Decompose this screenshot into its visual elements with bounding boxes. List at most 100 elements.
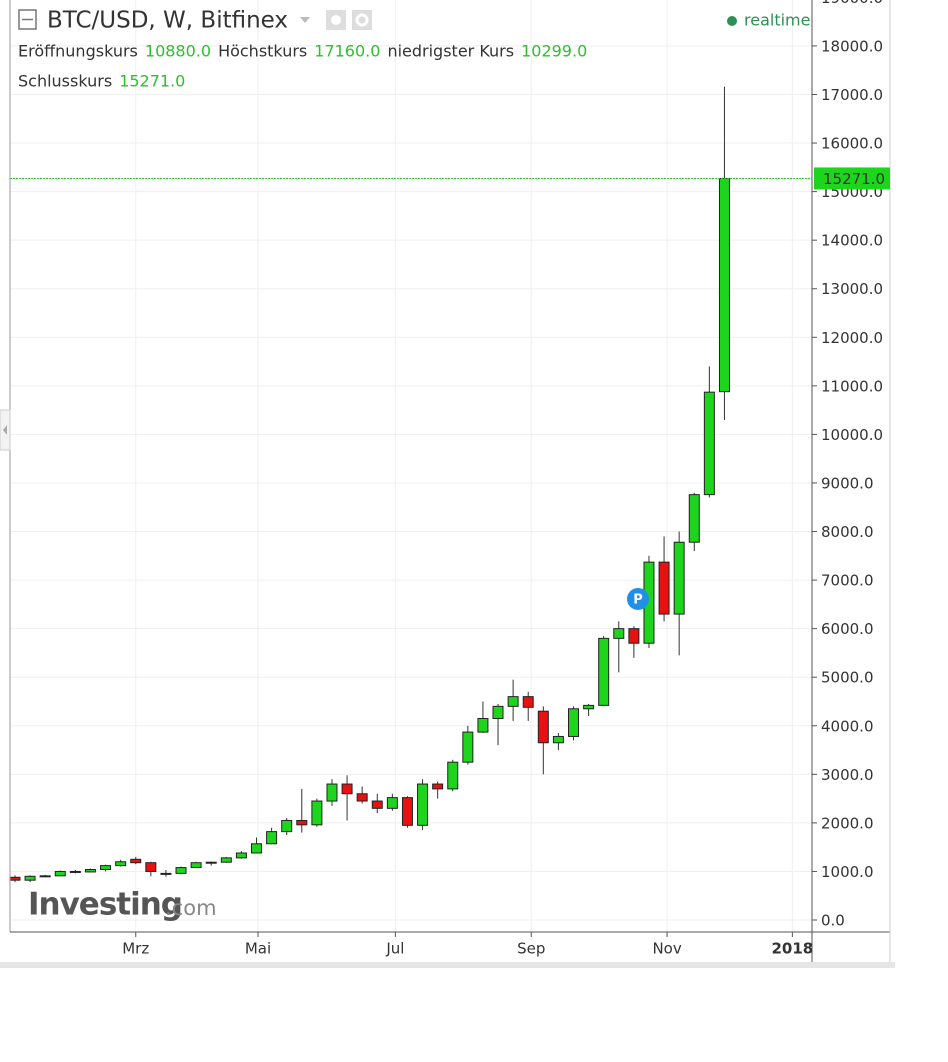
eye-icon-pupil	[331, 15, 341, 25]
y-tick-label: 11000.0	[821, 377, 883, 395]
candle-body	[54, 870, 66, 877]
event-marker[interactable]	[627, 588, 649, 610]
candle-body	[175, 867, 187, 874]
candle-body	[235, 852, 247, 859]
candle-body	[190, 862, 202, 869]
y-tick-label: 0.0	[821, 912, 845, 930]
candle-body	[371, 800, 383, 809]
candle-body	[432, 783, 444, 790]
candle-body	[522, 696, 534, 708]
y-tick-label: 2000.0	[821, 814, 874, 832]
candle-body	[417, 783, 429, 826]
candle-body	[115, 861, 127, 867]
y-tick-label: 13000.0	[821, 280, 883, 298]
watermark-brand: Investing	[28, 887, 182, 923]
info-name: Höchstkurs	[218, 42, 307, 61]
y-tick-label: 12000.0	[821, 329, 883, 347]
dropdown-arrow[interactable]	[300, 17, 310, 23]
y-tick-label: 5000.0	[821, 669, 874, 687]
y-tick-label: 8000.0	[821, 523, 874, 541]
candle-body	[492, 705, 504, 719]
candle-body	[220, 857, 232, 863]
ohlc-info: Eröffnungskurs 10880.0 Höchstkurs 17160.0 ni…	[18, 42, 587, 91]
candle-body	[356, 793, 368, 802]
x-tick-label: Mai	[245, 940, 271, 958]
status-dot	[727, 16, 737, 26]
settings-icon-gear	[355, 13, 369, 27]
chart-frame	[0, 0, 895, 968]
candle-body	[537, 710, 549, 744]
candle-body	[401, 797, 413, 826]
info-name: niedrigster Kurs	[387, 42, 514, 61]
status-text: realtime	[744, 11, 810, 30]
candle-body	[145, 862, 157, 872]
candle-body	[326, 783, 338, 802]
side-arrow	[3, 425, 7, 435]
candle-body	[39, 875, 51, 878]
y-tick-label: 17000.0	[821, 86, 883, 104]
candle-body	[507, 696, 519, 707]
x-tick-label: Jul	[385, 940, 404, 958]
candle-body	[100, 865, 112, 871]
info-value: 10299.0	[521, 42, 587, 61]
y-tick-label: 4000.0	[821, 717, 874, 735]
bottom-strip	[0, 962, 895, 968]
candle-body	[160, 872, 172, 875]
candles	[9, 86, 730, 883]
candle-body	[673, 541, 685, 615]
candle-body	[628, 628, 640, 644]
candle-body	[386, 797, 398, 809]
y-tick-label: 9000.0	[821, 474, 874, 492]
y-tick-label: 6000.0	[821, 620, 874, 638]
y-tick-label: 14000.0	[821, 232, 883, 250]
y-tick-label: 3000.0	[821, 766, 874, 784]
grid	[10, 0, 812, 932]
x-tick-label: Nov	[652, 940, 681, 958]
candle-body	[266, 831, 278, 845]
candle-body	[718, 177, 730, 393]
candle-body	[69, 870, 81, 873]
candle-body	[281, 819, 293, 833]
candle-body	[598, 637, 610, 706]
x-tick-label: 2018	[772, 940, 814, 958]
info-value: 10880.0	[145, 42, 211, 61]
candle-body	[205, 861, 217, 864]
candle-body	[311, 800, 323, 826]
y-tick-label: 16000.0	[821, 135, 883, 153]
x-tick-label: Mrz	[122, 940, 149, 958]
candle-body	[477, 717, 489, 733]
info-value: 15271.0	[119, 72, 185, 91]
candle-body	[703, 391, 715, 496]
candle-body	[251, 843, 263, 854]
settings-icon[interactable]	[352, 10, 372, 30]
candle-body	[462, 731, 474, 763]
candle-body	[567, 708, 579, 737]
candle-body	[447, 761, 459, 790]
watermark: Investing .com	[28, 887, 217, 923]
candle-body	[296, 819, 308, 826]
candle-body	[24, 875, 36, 881]
chart-title: BTC/USD, W, Bitfinex	[47, 8, 288, 34]
candle-body	[9, 876, 21, 881]
info-value: 17160.0	[314, 42, 380, 61]
candle-body	[658, 561, 670, 615]
candle-body	[552, 735, 564, 744]
candle-body	[613, 628, 625, 639]
y-tick-label: 10000.0	[821, 426, 883, 444]
info-name: Eröffnungskurs	[18, 42, 138, 61]
event-marker-label: P	[633, 593, 643, 608]
watermark-suffix: .com	[165, 896, 217, 920]
candle-body	[583, 704, 595, 710]
y-tick-label: 19000.0	[821, 0, 883, 7]
info-name: Schlusskurs	[18, 72, 112, 91]
candle-body	[130, 858, 142, 864]
y-tick-label: 1000.0	[821, 863, 874, 881]
last-price-tag	[814, 167, 890, 190]
last-price-label: 15271.0	[823, 170, 885, 188]
candle-body	[341, 783, 353, 795]
y-tick-label: 7000.0	[821, 572, 874, 590]
x-tick-label: Sep	[517, 940, 545, 958]
candle-body	[84, 869, 96, 873]
y-tick-label: 18000.0	[821, 37, 883, 55]
